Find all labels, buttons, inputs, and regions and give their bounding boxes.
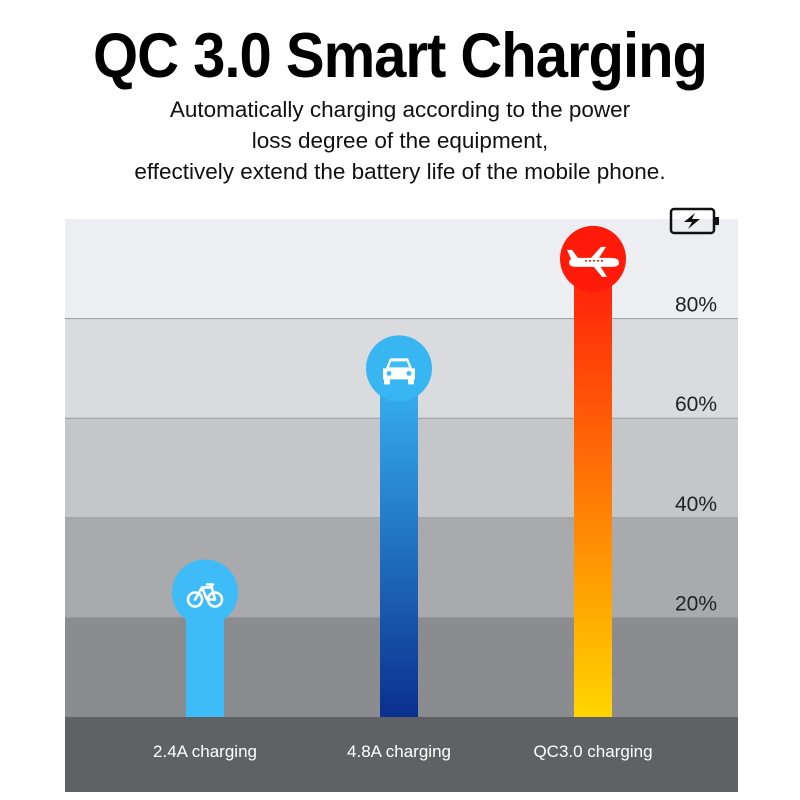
y-tick-label: 60% (675, 393, 717, 416)
bar-2 (380, 368, 418, 717)
subtitle-line-2: loss degree of the equipment, (251, 128, 549, 153)
category-labels: 2.4A charging 4.8A charging QC3.0 charging (153, 742, 653, 761)
battery-charging-icon (669, 207, 719, 235)
category-band (65, 717, 738, 792)
subtitle-line-3: effectively extend the battery life of t… (134, 159, 666, 184)
y-tick-label: 40% (675, 493, 717, 516)
background-band (65, 219, 738, 319)
y-axis-ticks: 20% 40% 60% 80% (675, 294, 717, 616)
bars (172, 225, 626, 717)
y-tick-label: 80% (675, 294, 717, 317)
page-title: QC 3.0 Smart Charging (93, 21, 708, 92)
category-label: 4.8A charging (347, 742, 451, 761)
category-label: 2.4A charging (153, 742, 257, 761)
subtitle-line-1: Automatically charging according to the … (169, 97, 631, 122)
category-label: QC3.0 charging (533, 742, 652, 761)
y-tick-label: 20% (675, 592, 717, 615)
bar-3 (574, 258, 612, 717)
subtitle: Automatically charging according to the … (0, 94, 800, 187)
